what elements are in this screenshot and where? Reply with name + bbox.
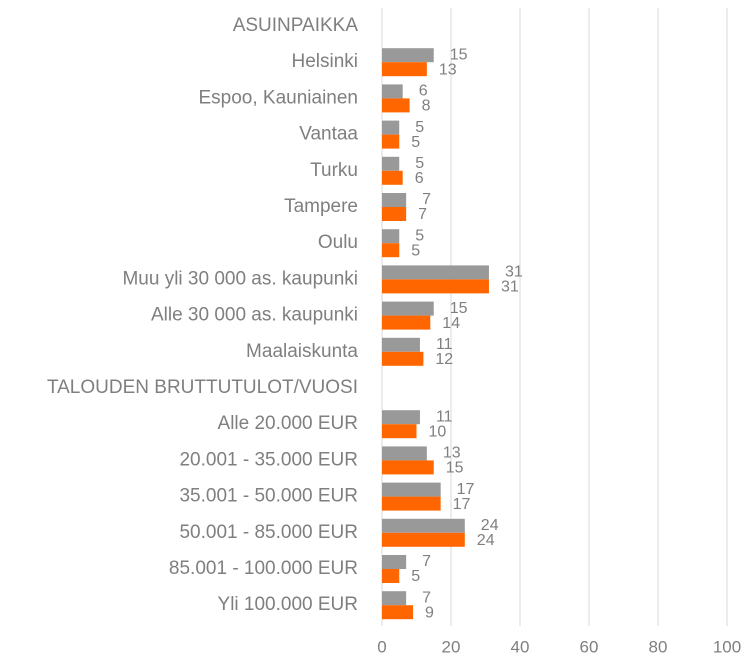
bar xyxy=(382,265,489,280)
y-tick-label: ASUINPAIKKA xyxy=(233,15,359,36)
value-label: 31 xyxy=(501,279,519,296)
value-label: 5 xyxy=(411,242,420,259)
y-tick-label: Alle 20.000 EUR xyxy=(218,413,358,434)
bar xyxy=(382,279,489,294)
y-tick-label: Tampere xyxy=(284,196,358,217)
bar xyxy=(382,84,403,99)
bar xyxy=(382,496,441,511)
y-tick-label: TALOUDEN BRUTTUTULOT/VUOSI xyxy=(47,377,358,398)
y-tick-label: Helsinki xyxy=(291,51,358,72)
value-label: 31 xyxy=(505,264,523,281)
y-tick-label: Muu yli 30 000 as. kaupunki xyxy=(122,268,358,289)
y-tick-label: Oulu xyxy=(318,232,358,253)
x-tick-label: 100 xyxy=(713,637,741,656)
value-label: 15 xyxy=(446,460,464,477)
bar xyxy=(382,482,441,497)
x-tick-label: 60 xyxy=(580,637,599,656)
bar xyxy=(382,229,400,244)
bar xyxy=(382,156,400,171)
value-label: 5 xyxy=(411,134,420,151)
value-label: 8 xyxy=(422,98,431,115)
value-label: 11 xyxy=(436,336,453,353)
x-tick-label: 0 xyxy=(377,637,386,656)
bar xyxy=(382,555,407,569)
y-tick-label: Alle 30 000 as. kaupunki xyxy=(151,305,358,326)
value-label: 5 xyxy=(415,155,424,172)
y-tick-label: 20.001 - 35.000 EUR xyxy=(179,449,358,470)
y-tick-label: 85.001 - 100.000 EUR xyxy=(169,558,358,579)
value-label: 15 xyxy=(450,46,468,63)
bar xyxy=(382,120,400,135)
bar xyxy=(382,243,400,258)
value-label: 15 xyxy=(450,300,468,317)
bar xyxy=(382,569,400,583)
bar xyxy=(382,605,414,620)
value-label: 14 xyxy=(442,315,460,332)
value-label: 24 xyxy=(481,517,499,534)
bar xyxy=(382,460,434,475)
bar xyxy=(382,193,407,207)
value-label: 10 xyxy=(429,423,447,440)
y-tick-label: 35.001 - 50.000 EUR xyxy=(179,486,358,507)
x-tick-label: 80 xyxy=(649,637,668,656)
y-tick-label: Yli 100.000 EUR xyxy=(218,594,358,615)
bar xyxy=(382,315,431,330)
value-label: 6 xyxy=(415,170,424,187)
value-label: 5 xyxy=(415,227,424,244)
bar xyxy=(382,62,427,77)
y-tick-label: Maalaiskunta xyxy=(246,341,358,362)
bar xyxy=(382,518,465,533)
value-label: 24 xyxy=(477,532,495,549)
value-label: 7 xyxy=(422,589,431,606)
value-label: 7 xyxy=(422,191,431,208)
bar xyxy=(382,424,417,439)
bar xyxy=(382,591,407,606)
y-tick-label: 50.001 - 85.000 EUR xyxy=(179,522,358,543)
bar xyxy=(382,134,400,149)
bar xyxy=(382,98,410,113)
bar xyxy=(382,301,434,316)
value-label: 7 xyxy=(418,206,427,223)
y-tick-label: Espoo, Kauniainen xyxy=(198,87,358,108)
y-tick-label: Vantaa xyxy=(299,124,358,145)
bar xyxy=(382,207,407,221)
value-label: 5 xyxy=(415,119,424,136)
value-label: 12 xyxy=(435,351,453,368)
x-tick-label: 40 xyxy=(511,637,530,656)
value-label: 11 xyxy=(436,408,453,425)
x-tick-label: 20 xyxy=(442,637,461,656)
value-label: 5 xyxy=(411,568,420,585)
value-label: 7 xyxy=(422,553,431,570)
bar xyxy=(382,170,403,185)
bar xyxy=(382,351,424,366)
value-label: 17 xyxy=(453,496,471,513)
value-label: 6 xyxy=(419,83,428,100)
bar xyxy=(382,446,427,461)
bar xyxy=(382,410,420,425)
value-label: 9 xyxy=(425,604,434,621)
bar xyxy=(382,337,420,352)
value-label: 13 xyxy=(439,61,457,78)
value-label: 17 xyxy=(457,481,475,498)
bar xyxy=(382,532,465,547)
y-tick-label: Turku xyxy=(310,160,358,181)
value-label: 13 xyxy=(443,445,461,462)
bar xyxy=(382,48,434,63)
